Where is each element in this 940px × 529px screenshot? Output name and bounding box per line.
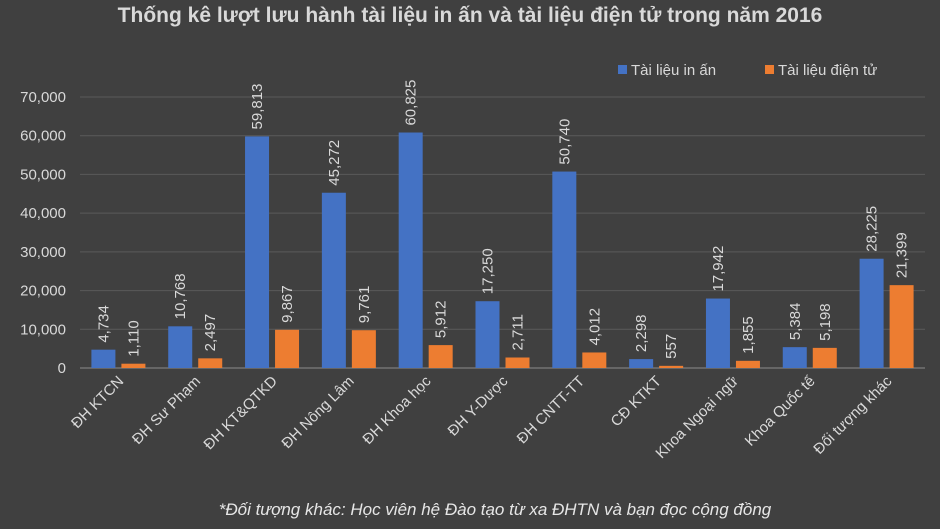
data-label: 1,855 [740,316,757,354]
y-tick-label: 50,000 [20,166,66,183]
y-tick-label: 60,000 [20,128,66,145]
category-label: Đối tượng khác [810,372,895,457]
bar-digital [582,352,607,368]
data-label: 17,942 [710,246,727,292]
data-label: 5,384 [787,303,804,341]
y-axis: 0 10,000 20,000 30,000 40,000 50,000 60,000 70,… [20,89,66,377]
legend: Tài liệu in ấn Tài liệu điện tử [618,62,877,79]
category-label: ĐH Y-Dược [445,372,512,439]
y-tick-label: 10,000 [20,321,66,338]
data-label: 9,761 [356,286,373,324]
bar-print [475,301,500,368]
footnote: *Đối tượng khác: Học viên hệ Đào tạo từ … [218,500,772,519]
y-tick-label: 40,000 [20,205,66,222]
data-label: 10,768 [172,273,189,319]
bar-print [629,359,654,368]
data-label: 28,225 [864,206,881,252]
data-label: 5,198 [817,303,834,341]
bar-digital [889,285,914,368]
data-label: 59,813 [249,84,266,130]
category-label: Khoa Ngoại ngữ [652,373,741,462]
legend-label: Tài liệu in ấn [631,62,716,79]
y-tick-label: 20,000 [20,283,66,300]
y-tick-label: 0 [58,360,66,377]
bar-print [859,258,884,368]
data-label: 4,012 [586,308,603,346]
bar-print [321,192,346,368]
data-label: 557 [663,334,680,359]
bar-digital [198,358,223,368]
data-label: 2,497 [202,314,219,352]
bar-print [705,298,730,368]
bar-print [398,132,423,368]
bar-print [168,326,193,368]
bar-digital [812,347,837,368]
data-label: 5,912 [433,301,450,339]
category-label: ĐH Sư Phạm [129,373,204,448]
category-label: ĐH CNTT-TT [514,373,588,447]
gridlines [80,96,925,369]
bar-print [552,171,577,368]
data-label: 2,711 [510,314,527,350]
bar-digital [735,360,760,368]
bar-digital [121,363,146,368]
category-label: ĐH KT&QTKD [200,373,280,453]
data-label: 21,399 [894,232,911,278]
bars [91,132,914,368]
data-label: 1,110 [125,320,142,356]
category-label: ĐH Nông Lâm [278,373,357,452]
bar-print [782,347,807,368]
category-label: Khoa Quốc tế [742,372,819,449]
bar-digital [505,357,530,368]
category-label: ĐH Khoa học [359,372,434,447]
bar-print [91,349,116,368]
data-labels: 4,734 1,110 10,768 2,497 59,813 9,867 45,272 9,… [95,80,910,359]
legend-label: Tài liệu điện tử [778,62,877,79]
data-label: 9,867 [279,285,296,323]
bar-digital [351,330,376,368]
chart-title: Thống kê lượt lưu hành tài liệu in ấn và… [117,4,823,27]
bar-digital [659,365,684,368]
data-label: 60,825 [403,80,420,126]
data-label: 45,272 [326,140,343,186]
bar-digital [428,345,453,368]
legend-swatch [618,65,627,74]
data-label: 17,250 [480,248,497,294]
bar-digital [275,329,300,368]
data-label: 4,734 [95,305,112,343]
category-label: CĐ KTKT [608,373,665,430]
data-label: 2,298 [633,315,650,353]
bar-print [245,136,270,368]
category-label: ĐH KTCN [68,373,127,432]
legend-swatch [765,65,774,74]
y-tick-label: 70,000 [20,89,66,106]
data-label: 50,740 [556,119,573,165]
y-tick-label: 30,000 [20,244,66,261]
